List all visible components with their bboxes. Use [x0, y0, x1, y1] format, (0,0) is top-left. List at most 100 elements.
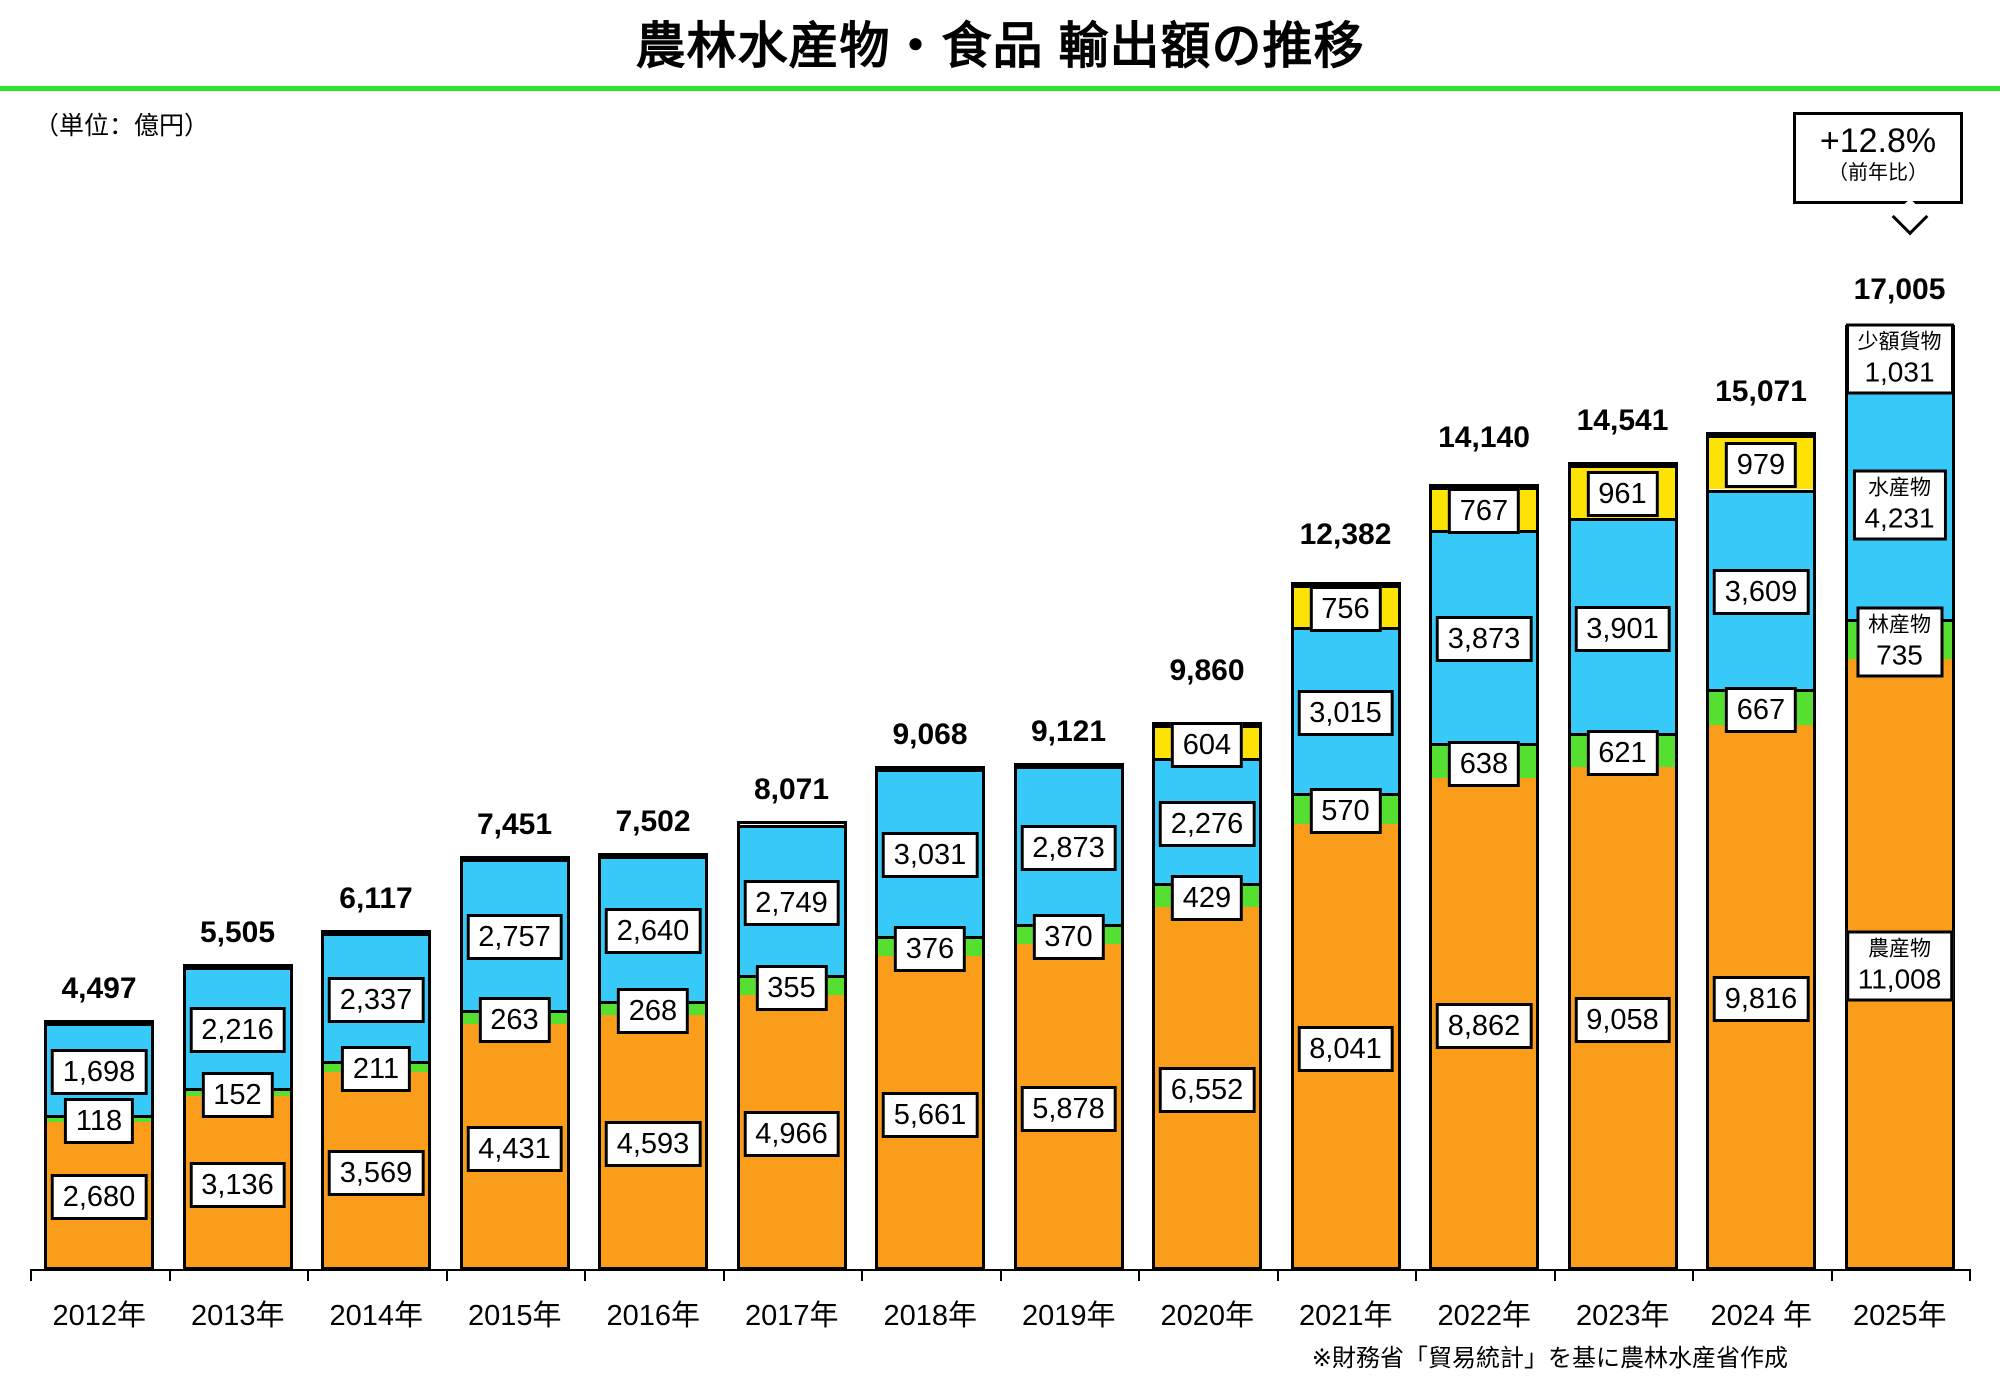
total-label-2025年: 17,005 [1853, 272, 1946, 306]
segment-value-label-small-2024 年: 979 [1724, 442, 1798, 489]
segment-value-label-forest-2013年: 152 [201, 1072, 274, 1118]
segment-value-label-fish-2025年: 水産物 4,231 [1852, 469, 1947, 541]
segment-value-label-small-2022年: 767 [1447, 488, 1521, 535]
x-axis-label-2020年: 2020年 [1160, 1300, 1255, 1332]
x-axis-tick [1553, 1269, 1556, 1281]
segment-value-label-forest-2025年: 林産物 735 [1856, 606, 1943, 678]
segment-value-label-agri-2015年: 4,431 [466, 1125, 563, 1172]
total-label-2019年: 9,121 [1030, 715, 1107, 749]
segment-value-fish: 4,231 [1864, 502, 1935, 534]
x-axis-tick [1969, 1269, 1971, 1281]
segment-value-label-fish-2018年: 3,031 [881, 832, 979, 879]
title-underline [0, 86, 2000, 91]
segment-value-label-small-2020年: 604 [1170, 721, 1244, 768]
segment-value-agri: 11,008 [1857, 963, 1942, 995]
page-title: 農林水産物・食品 輸出額の推移 [635, 18, 1365, 74]
bar-2022年 [1429, 484, 1539, 1270]
yoy-percent: +12.8% [1819, 122, 1937, 160]
x-axis-tick [1692, 1269, 1694, 1281]
x-axis-tick [445, 1269, 448, 1281]
segment-value-label-agri-2019年: 5,878 [1020, 1085, 1117, 1132]
segment-value-label-agri-2017年: 4,966 [743, 1110, 840, 1157]
x-axis-tick [1138, 1269, 1140, 1281]
segment-value-label-forest-2024 年: 667 [1724, 687, 1798, 733]
segment-value-label-agri-2016年: 4,593 [604, 1121, 702, 1168]
total-label-2017年: 8,071 [753, 773, 830, 807]
segment-value-label-agri-2023年: 9,058 [1574, 997, 1671, 1044]
segment-name-label-fish: 水産物 [1867, 476, 1931, 500]
segment-value-label-forest-2012年: 118 [63, 1098, 135, 1145]
segment-value-label-agri-2014年: 3,569 [327, 1149, 425, 1196]
total-label-2012年: 4,497 [61, 972, 137, 1006]
x-axis-tick [168, 1269, 171, 1281]
x-axis-label-2013年: 2013年 [190, 1300, 285, 1332]
segment-name-label-agri: 農産物 [1868, 937, 1931, 961]
total-label-2022年: 14,140 [1438, 420, 1530, 454]
x-axis-tick [861, 1269, 863, 1281]
segment-value-label-fish-2021年: 3,015 [1297, 689, 1394, 736]
segment-value-forest: 735 [1876, 639, 1923, 671]
segment-value-label-forest-2016年: 268 [616, 988, 690, 1035]
segment-value-label-forest-2015年: 263 [478, 997, 551, 1044]
x-axis-label-2022年: 2022年 [1437, 1300, 1532, 1332]
segment-value-label-fish-2016年: 2,640 [604, 908, 702, 955]
x-axis-label-2014年: 2014年 [329, 1300, 424, 1332]
segment-value-label-forest-2018年: 376 [893, 925, 967, 972]
bar-2021年 [1290, 581, 1401, 1270]
segment-value-label-fish-2019年: 2,873 [1020, 825, 1117, 871]
segment-value-label-fish-2024 年: 3,609 [1712, 569, 1810, 616]
segment-value-label-agri-2013年: 3,136 [189, 1161, 286, 1208]
segment-value-label-forest-2020年: 429 [1170, 875, 1244, 922]
bar-2025年 [1844, 325, 1955, 1270]
segment-name-label-small: 少額貨物 [1857, 330, 1942, 354]
segment-value-label-forest-2022年: 638 [1447, 740, 1521, 787]
segment-value-label-fish-2015年: 2,757 [466, 914, 563, 961]
bar-2023年 [1567, 461, 1678, 1270]
segment-value-label-fish-2020年: 2,276 [1158, 800, 1256, 847]
segment-value-label-small-2021年: 756 [1309, 585, 1382, 632]
total-label-2014年: 6,117 [339, 882, 413, 916]
segment-value-label-agri-2025年: 農産物 11,008 [1845, 930, 1954, 1002]
x-axis-tick [1415, 1269, 1417, 1281]
total-label-2024 年: 15,071 [1715, 374, 1807, 408]
segment-value-label-fish-2023年: 3,901 [1574, 605, 1671, 652]
segment-value-label-fish-2022年: 3,873 [1435, 616, 1533, 663]
segment-value-small: 1,031 [1864, 356, 1935, 388]
x-axis-tick [722, 1269, 725, 1281]
segment-value-label-fish-2013年: 2,216 [189, 1007, 286, 1054]
segment-value-label-agri-2024 年: 9,816 [1712, 976, 1810, 1023]
x-axis-label-2015年: 2015年 [467, 1300, 562, 1332]
segment-value-label-agri-2018年: 5,661 [881, 1091, 979, 1138]
segment-value-label-forest-2019年: 370 [1032, 914, 1105, 961]
x-axis-tick [584, 1269, 586, 1281]
total-label-2015年: 7,451 [476, 807, 553, 841]
total-label-2018年: 9,068 [892, 718, 968, 752]
total-label-2016年: 7,502 [615, 805, 691, 839]
x-axis-tick [1830, 1269, 1833, 1281]
total-label-2023年: 14,541 [1576, 403, 1669, 437]
x-axis-label-2023年: 2023年 [1575, 1300, 1670, 1332]
x-axis-label-2012年: 2012年 [52, 1300, 147, 1332]
x-axis-label-2017年: 2017年 [744, 1300, 839, 1332]
x-axis-tick [30, 1269, 32, 1281]
total-label-2013年: 5,505 [199, 916, 276, 950]
yoy-note: （前年比） [1828, 162, 1928, 184]
x-axis-label-2021年: 2021年 [1298, 1300, 1393, 1332]
segment-value-label-forest-2023年: 621 [1586, 730, 1659, 777]
source-note: ※財務省「貿易統計」を基に農林水産省作成 [1311, 1345, 1788, 1372]
x-axis-label-2019年: 2019年 [1021, 1300, 1116, 1332]
x-axis-label-2025年: 2025年 [1852, 1300, 1947, 1332]
segment-value-label-fish-2017年: 2,749 [743, 879, 840, 926]
segment-value-label-fish-2014年: 2,337 [327, 976, 425, 1023]
yoy-callout: +12.8% （前年比） [1793, 112, 1963, 204]
x-axis-label-2016年: 2016年 [606, 1300, 701, 1332]
segment-value-label-agri-2012年: 2,680 [50, 1174, 148, 1221]
segment-value-label-agri-2022年: 8,862 [1435, 1002, 1533, 1049]
segment-value-label-agri-2021年: 8,041 [1297, 1025, 1394, 1072]
total-label-2021年: 12,382 [1299, 517, 1392, 551]
x-axis-tick [307, 1269, 309, 1281]
segment-value-label-forest-2014年: 211 [340, 1046, 412, 1093]
total-label-2020年: 9,860 [1169, 653, 1245, 687]
bar-2024 年 [1706, 432, 1816, 1270]
